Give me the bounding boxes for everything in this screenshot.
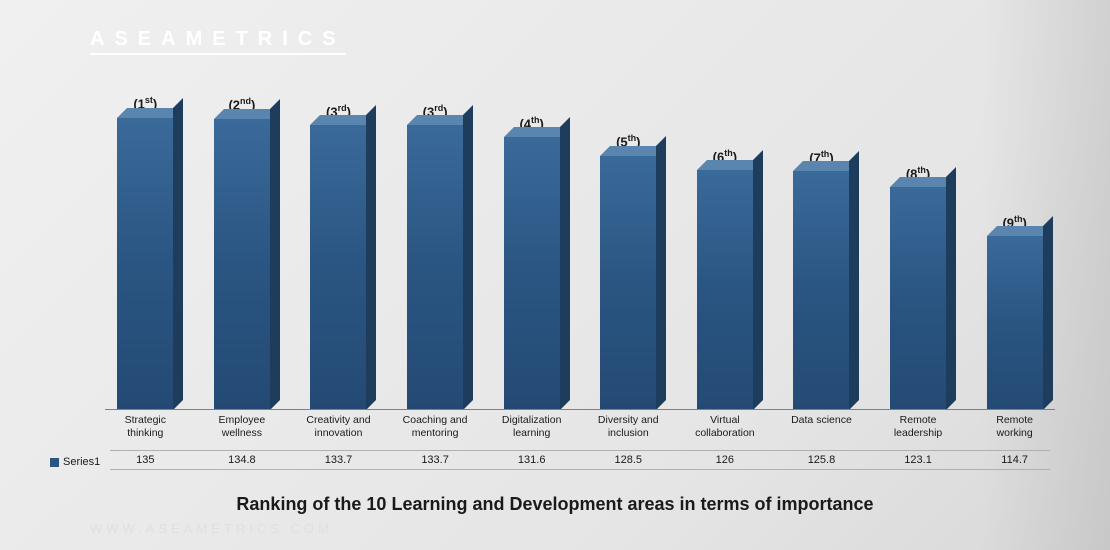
bar-side-face <box>463 105 473 410</box>
bar-slot: (5th) <box>593 133 664 410</box>
bar <box>697 170 753 410</box>
chart-labels-area: Series1 Strategic thinkingEmployee welln… <box>110 414 1050 470</box>
bar-front-face <box>600 156 656 410</box>
value-label: 126 <box>690 454 761 466</box>
bar-side-face <box>173 98 183 410</box>
bar <box>504 137 560 410</box>
category-label: Coaching and mentoring <box>400 414 471 442</box>
bar-slot: (2nd) <box>207 96 278 410</box>
value-label: 131.6 <box>496 454 567 466</box>
bar-side-face <box>656 136 666 410</box>
bar-side-face <box>1043 216 1053 410</box>
bar-front-face <box>214 119 270 410</box>
category-label: Virtual collaboration <box>690 414 761 442</box>
axis-baseline <box>105 409 1055 410</box>
category-label: Data science <box>786 414 857 442</box>
bar-front-face <box>793 171 849 410</box>
series-label: Series1 <box>63 456 100 468</box>
category-labels-row: Strategic thinking Employee wellness Creat… <box>110 414 1050 442</box>
bar-side-face <box>366 105 376 410</box>
category-label: Remote leadership <box>883 414 954 442</box>
brand-logo-text: ASEAMETRICS <box>90 28 346 55</box>
bars-container: (1st) (2nd) (3rd) (3rd) (4th) (5th) (6th) (7th)… <box>110 70 1050 410</box>
bar-front-face <box>890 187 946 410</box>
series-legend: Series1 <box>50 456 100 468</box>
legend-swatch-icon <box>50 458 59 467</box>
category-label: Digitalization learning <box>496 414 567 442</box>
brand-logo: ASEAMETRICS <box>90 28 346 55</box>
bar <box>310 125 366 410</box>
value-label: 134.8 <box>207 454 278 466</box>
bar-slot: (7th) <box>786 149 857 410</box>
value-label: 125.8 <box>786 454 857 466</box>
bar-side-face <box>560 117 570 410</box>
bar-front-face <box>117 118 173 410</box>
bar-front-face <box>407 125 463 410</box>
bar-side-face <box>849 151 859 410</box>
bar-side-face <box>270 99 280 410</box>
value-label: 128.5 <box>593 454 664 466</box>
bar-front-face <box>697 170 753 410</box>
category-label: Diversity and inclusion <box>593 414 664 442</box>
value-label: 114.7 <box>979 454 1050 466</box>
category-label: Employee wellness <box>207 414 278 442</box>
value-label: 135 <box>110 454 181 466</box>
bar <box>117 118 173 410</box>
bar-side-face <box>946 167 956 410</box>
bar-front-face <box>987 236 1043 410</box>
bar-slot: (1st) <box>110 95 181 410</box>
bar <box>793 171 849 410</box>
value-label: 133.7 <box>303 454 374 466</box>
chart-title: Ranking of the 10 Learning and Developme… <box>0 494 1110 515</box>
bar <box>407 125 463 410</box>
bar <box>987 236 1043 410</box>
bar-side-face <box>753 150 763 410</box>
bar-slot: (3rd) <box>400 103 471 410</box>
brand-url: WWW.ASEAMETRICS.COM <box>90 521 333 536</box>
bar-front-face <box>310 125 366 410</box>
bar <box>600 156 656 410</box>
bar-slot: (9th) <box>979 214 1050 410</box>
category-label: Creativity and innovation <box>303 414 374 442</box>
value-label: 133.7 <box>400 454 471 466</box>
bar-slot: (4th) <box>496 115 567 410</box>
bar <box>890 187 946 410</box>
category-label: Strategic thinking <box>110 414 181 442</box>
value-cells-row: 135 134.8 133.7 133.7 131.6 128.5 126 125.8 123.… <box>110 454 1050 466</box>
bar <box>214 119 270 410</box>
value-label: 123.1 <box>883 454 954 466</box>
bar-slot: (6th) <box>690 148 761 410</box>
bar-slot: (8th) <box>883 165 954 410</box>
chart-plot-area: (1st) (2nd) (3rd) (3rd) (4th) (5th) (6th) (7th)… <box>110 70 1050 410</box>
category-label: Remote working <box>979 414 1050 442</box>
data-table-row: 135 134.8 133.7 133.7 131.6 128.5 126 125.8 123.… <box>110 450 1050 470</box>
bar-front-face <box>504 137 560 410</box>
bar-slot: (3rd) <box>303 103 374 410</box>
